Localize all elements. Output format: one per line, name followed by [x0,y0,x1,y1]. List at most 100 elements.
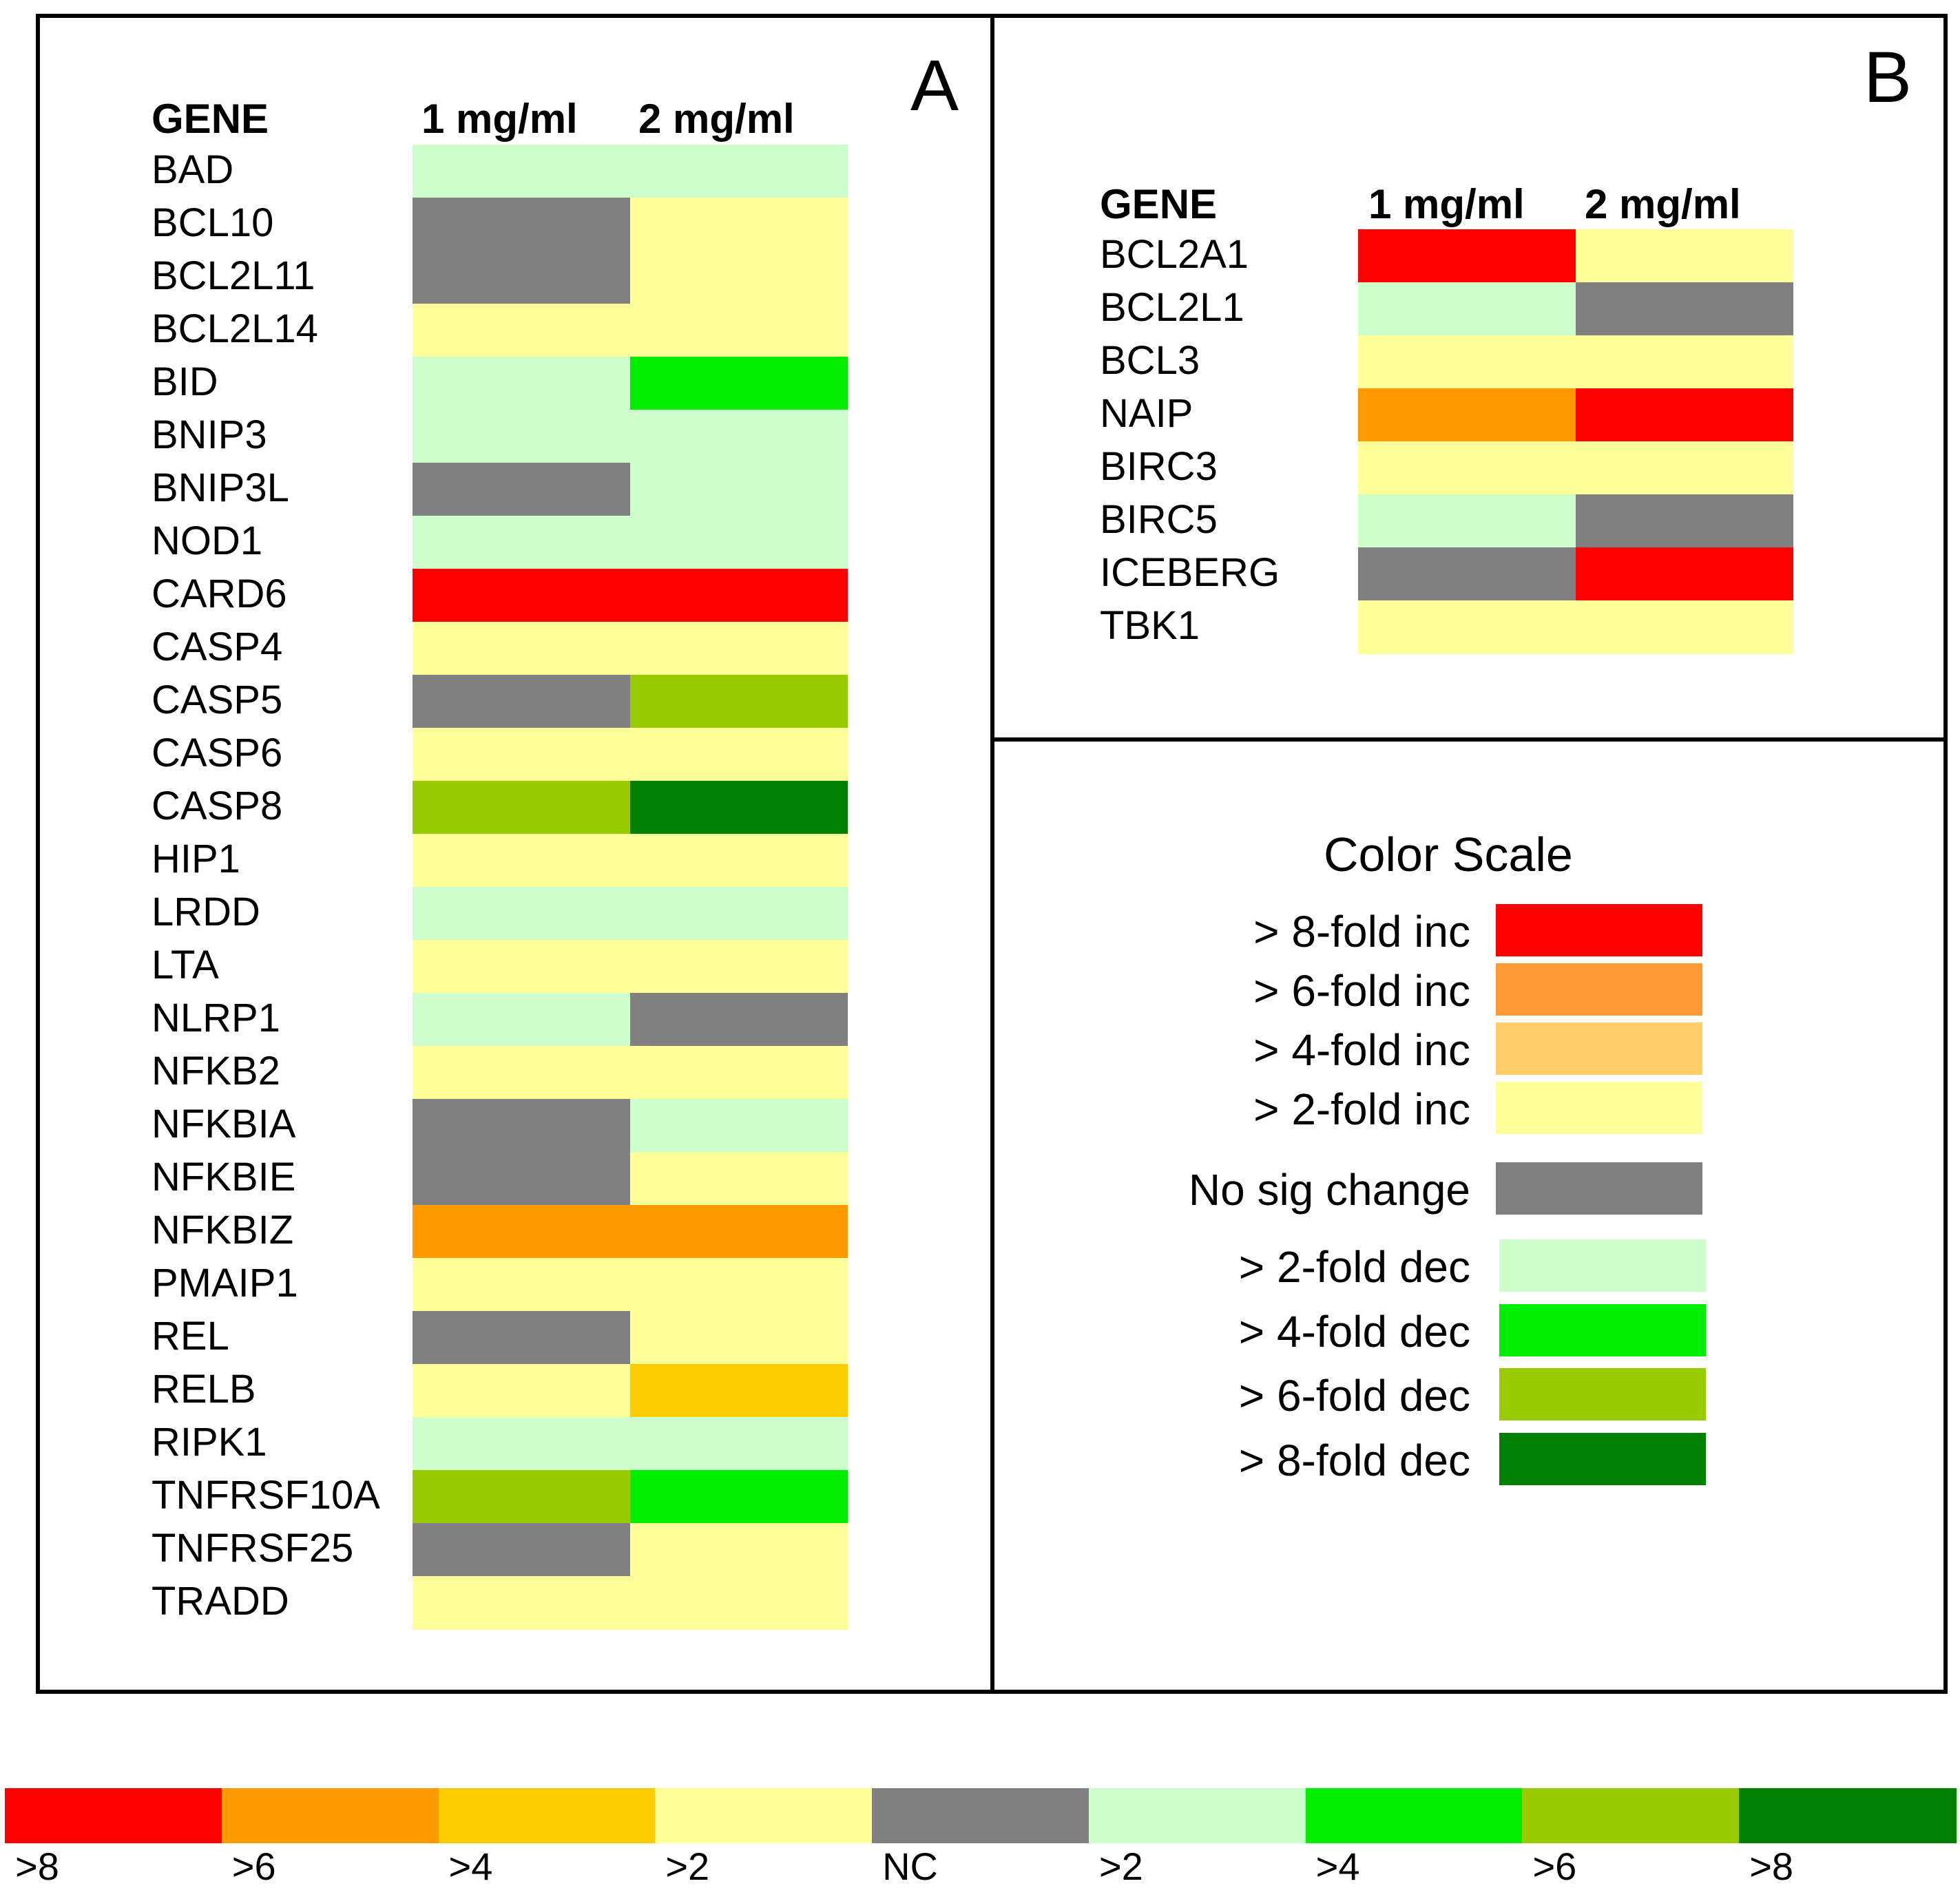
bottom-bar-segment [1739,1788,1957,1843]
heatmap-cell [413,1099,630,1153]
heatmap-cell [1576,335,1793,389]
heatmap-cell [413,1046,630,1100]
heatmap-cell [413,728,630,782]
heatmap-cell [413,251,630,304]
bottom-bar-segment [438,1788,656,1843]
heatmap-cell [630,622,848,675]
heatmap-cell [1358,600,1576,654]
heatmap-cell [630,1576,848,1630]
gene-label: BNIP3L [152,465,289,510]
heatmap-cell [630,1364,848,1418]
gene-label: BCL2A1 [1100,232,1249,277]
legend-label: > 2-fold dec [1238,1242,1470,1292]
gene-label: NFKBIA [152,1102,296,1146]
heatmap-cell [630,1311,848,1365]
heatmap-cell [413,1205,630,1259]
legend-label: > 4-fold inc [1253,1025,1470,1075]
heatmap-cell [413,463,630,516]
heatmap-cell [630,1417,848,1471]
heatmap-cell [1576,441,1793,495]
gene-label: NFKBIE [152,1155,296,1199]
heatmap-cell [630,463,848,516]
gene-label: BCL2L1 [1100,285,1244,330]
heatmap-cell [630,1046,848,1100]
heatmap-cell [630,198,848,251]
color-scale-title: Color Scale [1324,828,1573,881]
heatmap-cell [1576,388,1793,442]
heatmap-cell [413,1311,630,1365]
bottom-bar-segment [1088,1788,1306,1843]
gene-label: BNIP3 [152,412,267,457]
gene-label: BCL2L11 [152,253,315,298]
bottom-bar-segment [221,1788,439,1843]
heatmap-cell [413,516,630,569]
heatmap-cell [630,357,848,410]
gene-label: ICEBERG [1100,550,1280,595]
gene-label: NFKB2 [152,1049,280,1093]
heatmap-cell [630,1205,848,1259]
legend-swatch [1499,1239,1706,1292]
heatmap-a-col2-header: 2 mg/ml [638,96,795,142]
bottom-bar-label: >4 [1315,1845,1360,1888]
heatmap-cell [413,1152,630,1206]
heatmap-b-col1-header: 1 mg/ml [1368,181,1525,227]
legend-label: > 6-fold dec [1238,1371,1470,1420]
gene-label: NAIP [1100,391,1193,436]
bottom-bar-label: NC [882,1845,938,1888]
heatmap-cell [630,887,848,941]
bottom-bar-segment [1522,1788,1740,1843]
heatmap-cell [630,1152,848,1206]
gene-label: CARD6 [152,571,287,616]
heatmap-cell [1358,229,1576,283]
heatmap-cell [630,1470,848,1524]
color-scale-frame [990,737,1948,1694]
gene-label: NOD1 [152,518,263,563]
gene-label: LTA [152,943,219,987]
bottom-bar-label: >8 [15,1845,59,1888]
heatmap-cell [1358,547,1576,601]
heatmap-a-gene-header: GENE [152,96,269,142]
gene-label: CASP8 [152,784,283,828]
legend-swatch [1499,1304,1706,1356]
heatmap-cell [413,198,630,251]
heatmap-cell [413,887,630,941]
gene-label: BCL2L14 [152,306,318,351]
bottom-bar-label: >2 [1098,1845,1143,1888]
bottom-bar-label: >6 [1532,1845,1577,1888]
heatmap-cell [630,1523,848,1577]
heatmap-cell [413,410,630,463]
bottom-bar-label: >2 [665,1845,710,1888]
bottom-bar-label: >4 [448,1845,493,1888]
legend-swatch [1496,904,1702,956]
heatmap-cell [413,1258,630,1312]
heatmap-cell [413,1576,630,1630]
gene-label: RIPK1 [152,1420,267,1465]
heatmap-a-col1-header: 1 mg/ml [421,96,578,142]
heatmap-cell [1358,282,1576,336]
gene-label: CASP4 [152,625,283,669]
bottom-bar-label: >6 [231,1845,276,1888]
legend-swatch [1496,1022,1702,1075]
heatmap-cell [413,145,630,198]
bottom-bar-segment [655,1788,873,1843]
gene-label: TNFRSF10A [152,1473,380,1518]
gene-label: NFKBIZ [152,1208,294,1252]
bottom-bar-segment [872,1788,1090,1843]
gene-label: REL [152,1314,229,1359]
legend-swatch [1496,1082,1702,1134]
heatmap-cell [413,304,630,357]
heatmap-cell [413,1470,630,1524]
gene-label: BCL3 [1100,338,1200,383]
heatmap-cell [1576,547,1793,601]
gene-label: BID [152,359,218,404]
heatmap-cell [1358,335,1576,389]
legend-label: > 8-fold inc [1253,907,1470,956]
legend-swatch [1499,1433,1706,1485]
legend-swatch [1496,1162,1702,1215]
heatmap-cell [630,569,848,622]
gene-label: NLRP1 [152,996,280,1040]
heatmap-cell [413,622,630,675]
gene-label: BAD [152,147,234,192]
legend-label: > 6-fold inc [1253,966,1470,1016]
panel-b-letter: B [1864,37,1912,118]
